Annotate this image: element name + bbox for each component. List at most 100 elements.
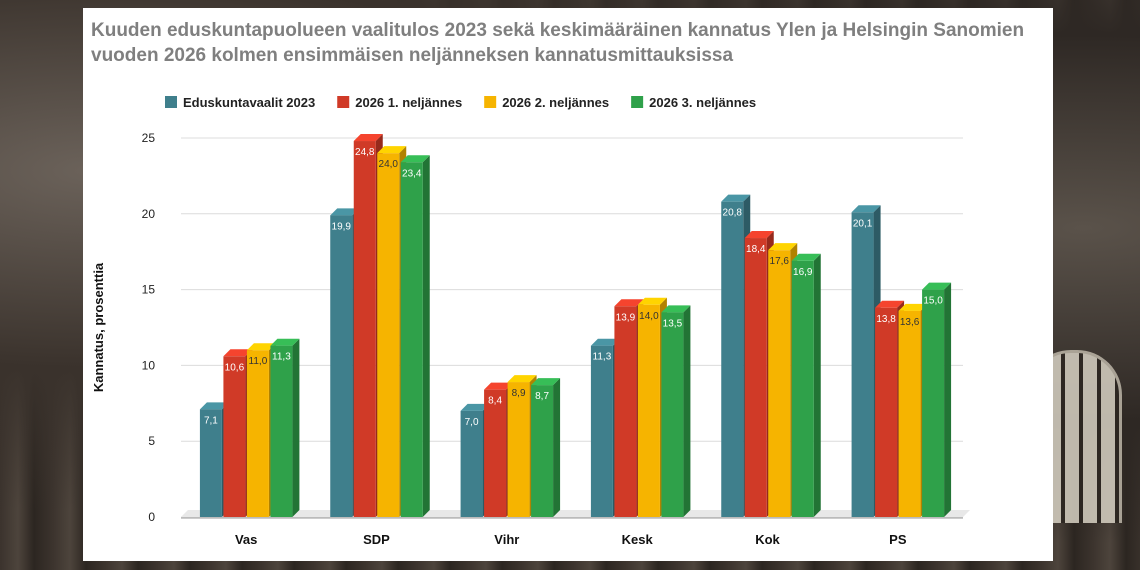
x-tick-label-kok: Kok [755,532,780,547]
bar-vas-2 [223,356,246,517]
y-tick-label: 10 [142,358,156,372]
bar-top [507,375,537,383]
legend-label-4: 2026 3. neljännes [649,95,756,110]
bar-kesk-3 [637,304,660,517]
data-label: 13,6 [900,317,920,328]
bar-side [553,378,561,517]
bar-top [721,194,751,202]
data-label: 11,3 [593,352,612,363]
data-label: 16,9 [793,267,813,278]
bar-top [637,297,667,305]
bar-kok-2 [744,238,767,517]
bar-vas-4 [270,345,293,517]
bar-vihr-1 [460,410,483,517]
bar-sdp-3 [377,153,400,517]
bar-sdp-1 [330,215,353,518]
data-label: 20,8 [723,208,743,219]
bar-top [661,305,691,313]
bar-top [330,208,360,216]
bar-ps-4 [922,289,945,517]
bar-sdp-2 [353,141,376,518]
chart-panel: Kuuden eduskuntapuolueen vaalitulos 2023… [83,8,1053,561]
data-label: 14,0 [639,311,659,322]
bar-kesk-4 [661,312,684,517]
bar-side [683,305,691,517]
bar-top [791,253,821,261]
bar-kesk-1 [590,345,613,517]
bar-side [292,338,300,517]
bar-vas-3 [246,350,269,517]
data-label: 20,1 [853,218,873,229]
bar-vihr-4 [531,385,554,517]
data-label: 13,5 [663,318,683,329]
bar-top [768,243,798,251]
bar-top [460,403,490,411]
x-tick-label-vihr: Vihr [494,532,519,547]
legend-swatch-1 [165,96,177,108]
legend-swatch-4 [631,96,644,108]
data-label: 23,4 [402,168,422,179]
bar-side [422,155,430,518]
bar-top [353,134,383,142]
y-tick-label: 0 [148,510,155,524]
bar-top [223,349,253,357]
bar-top [898,303,928,311]
legend-swatch-2 [337,96,350,108]
legend-label-2: 2026 1. neljännes [355,95,462,110]
y-tick-label: 20 [142,207,156,221]
bar-vihr-2 [484,389,507,517]
data-label: 13,8 [876,314,896,325]
bar-top [590,338,620,346]
x-tick-label-sdp: SDP [363,532,390,547]
data-label: 13,9 [616,312,636,323]
legend-swatch-3 [484,96,497,108]
bar-kok-4 [791,260,814,517]
y-tick-label: 5 [148,434,155,448]
data-label: 15,0 [923,296,943,307]
x-tick-label-kesk: Kesk [622,532,654,547]
bar-kok-3 [768,250,791,517]
bar-ps-1 [851,212,874,517]
bar-ps-3 [898,310,921,517]
bar-vihr-3 [507,382,530,517]
bar-side [813,253,821,517]
bar-top [531,378,561,386]
data-label: 18,4 [746,244,766,255]
y-tick-label: 15 [142,283,156,297]
data-label: 24,0 [379,159,399,170]
x-tick-label-ps: PS [889,532,907,547]
data-label: 8,4 [488,396,502,407]
data-label: 7,0 [465,417,479,428]
data-label: 7,1 [204,415,218,426]
data-label: 19,9 [332,221,352,232]
data-label: 8,9 [512,388,526,399]
bar-top [614,299,644,307]
bar-top [270,338,300,346]
bar-top [484,382,514,390]
data-label: 11,3 [272,352,291,363]
data-label: 11,0 [249,356,268,367]
data-label: 10,6 [225,362,245,373]
x-tick-label-vas: Vas [235,532,257,547]
bar-ps-2 [875,307,898,517]
bar-kok-1 [721,201,744,517]
bar-top [199,402,229,410]
chart-title: Kuuden eduskuntapuolueen vaalitulos 2023… [91,20,1025,66]
data-label: 17,6 [770,256,790,267]
bar-chart: Eduskuntavaalit 2023 2026 1. neljännes 202… [91,95,970,547]
bar-top [377,146,407,154]
bar-top [400,155,430,163]
bar-vas-1 [199,409,222,517]
data-label: 24,8 [355,147,375,158]
legend-label-3: 2026 2. neljännes [502,95,609,110]
data-label: 8,7 [535,391,549,402]
bar-side [944,282,952,517]
bar-top [875,300,905,308]
bar-top [922,282,952,290]
bar-top [246,343,276,351]
bar-top [744,231,774,239]
bar-sdp-4 [400,162,423,518]
bar-top [851,205,881,213]
y-axis-label: Kannatus, prosenttia [91,262,106,392]
bar-kesk-2 [614,306,637,517]
